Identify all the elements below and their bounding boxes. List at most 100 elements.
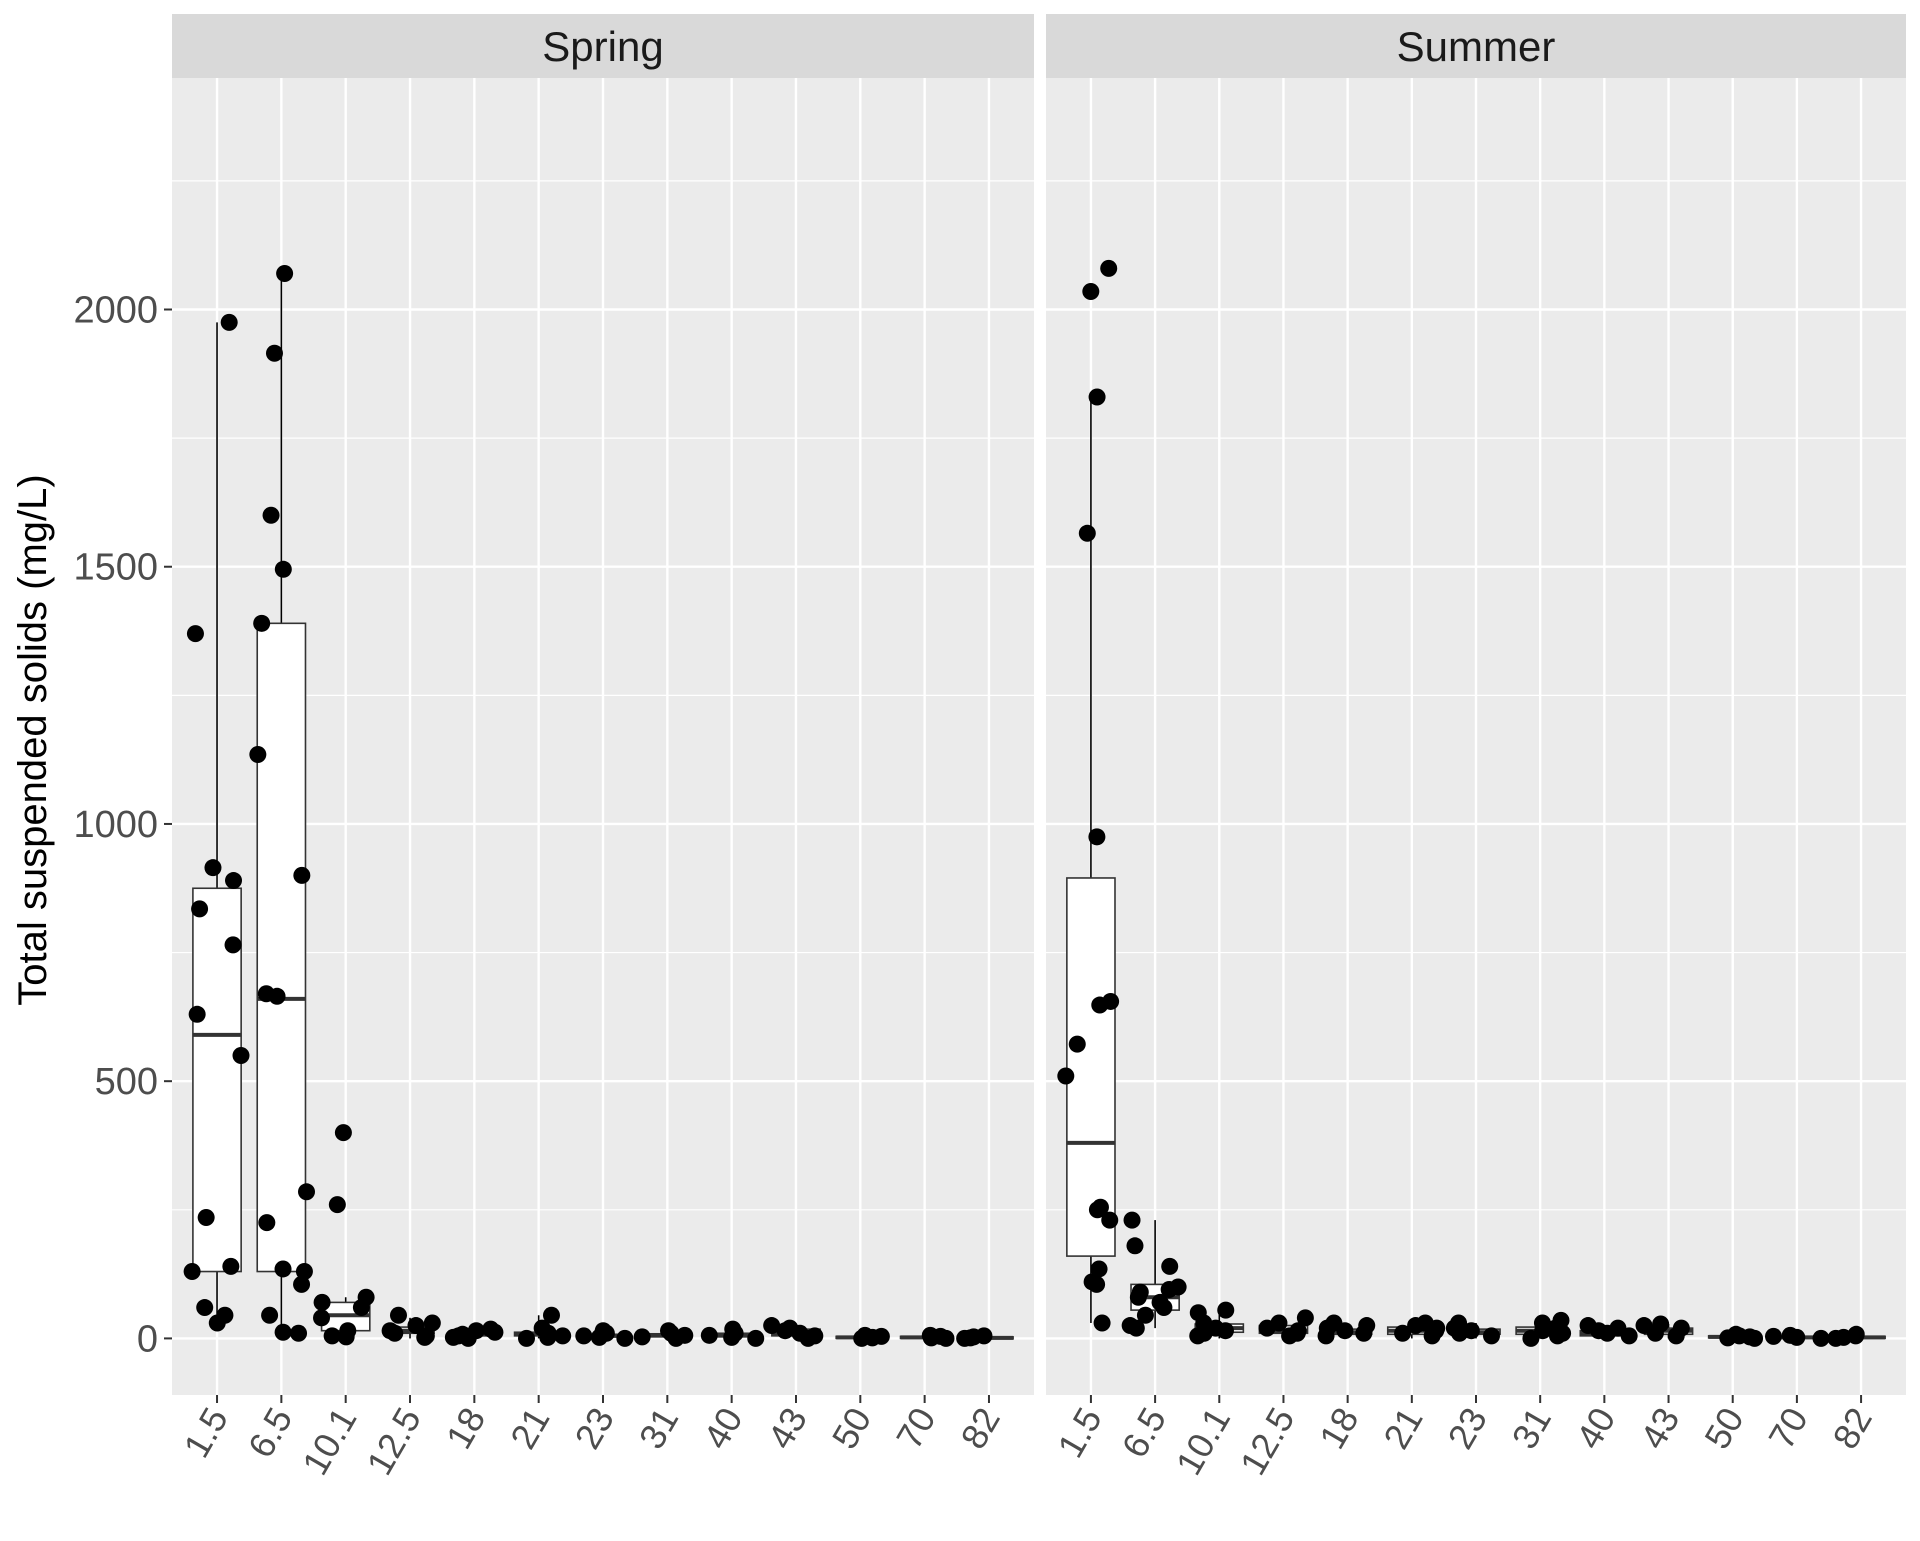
data-point: [232, 1046, 250, 1064]
data-point: [590, 1328, 608, 1346]
data-point: [1482, 1327, 1500, 1345]
data-point: [1093, 1314, 1111, 1332]
data-point: [1394, 1324, 1412, 1342]
data-point: [258, 1214, 276, 1232]
facet-strip-label: Spring: [542, 23, 663, 70]
facet-strip: [172, 14, 1034, 78]
data-point: [763, 1317, 781, 1335]
data-point: [313, 1293, 331, 1311]
data-point: [1764, 1327, 1782, 1345]
data-point: [1451, 1324, 1469, 1342]
data-point: [1667, 1327, 1685, 1345]
data-point: [1088, 828, 1106, 846]
data-point: [352, 1299, 370, 1317]
data-point: [1078, 524, 1096, 542]
data-point: [575, 1327, 593, 1345]
data-point: [328, 1196, 346, 1214]
data-point: [295, 1263, 313, 1281]
data-point: [1082, 282, 1100, 300]
data-point: [274, 1323, 292, 1341]
x-tick-label: 6.5: [1114, 1401, 1175, 1465]
data-point: [1160, 1281, 1178, 1299]
data-point: [1719, 1329, 1737, 1347]
data-point: [1123, 1211, 1141, 1229]
x-tick-label: 6.5: [240, 1401, 301, 1465]
data-point: [313, 1309, 331, 1327]
data-point: [956, 1329, 974, 1347]
data-point: [262, 506, 280, 524]
data-point: [1129, 1288, 1147, 1306]
data-point: [1090, 1260, 1108, 1278]
y-axis: 0 500 1000 1500 2000: [73, 290, 172, 1360]
data-point: [204, 859, 222, 877]
data-point: [554, 1327, 572, 1345]
data-point: [290, 1324, 308, 1342]
facet-panel-summer: Summer 1.5 6.510.112.5 18 21 23 31 40 43 50 70 82: [1046, 14, 1906, 1482]
y-axis-title: Total suspended solids (mg/L): [11, 474, 55, 1005]
data-point: [423, 1314, 441, 1332]
y-tick-label: 0: [137, 1318, 158, 1360]
data-point: [1355, 1324, 1373, 1342]
data-point: [186, 625, 204, 643]
data-point: [334, 1124, 352, 1142]
data-point: [1127, 1319, 1145, 1337]
data-point: [253, 614, 271, 632]
data-point: [616, 1329, 634, 1347]
data-point: [1336, 1322, 1354, 1340]
x-tick-label: 1.5: [1049, 1401, 1110, 1465]
x-tick-label: 82: [952, 1401, 1008, 1456]
data-point: [1155, 1299, 1173, 1317]
data-point: [268, 987, 286, 1005]
data-point: [1788, 1328, 1806, 1346]
x-tick-label: 70: [888, 1401, 944, 1456]
x-tick-label: 10.1: [1168, 1401, 1239, 1482]
data-point: [444, 1328, 462, 1346]
data-point: [1258, 1319, 1276, 1337]
data-point: [922, 1329, 940, 1347]
data-point: [1091, 996, 1109, 1014]
x-tick-label: 31: [1504, 1401, 1560, 1456]
data-point: [1746, 1329, 1764, 1347]
data-point: [196, 1299, 214, 1317]
data-point: [667, 1329, 685, 1347]
data-point: [293, 1275, 311, 1293]
x-tick-label: 70: [1760, 1401, 1816, 1456]
data-point: [1548, 1327, 1566, 1345]
data-point: [1217, 1301, 1235, 1319]
data-point: [323, 1327, 341, 1345]
data-point: [539, 1328, 557, 1346]
data-point: [1317, 1327, 1335, 1345]
data-point: [222, 1257, 240, 1275]
data-point: [276, 264, 294, 282]
data-point: [700, 1326, 718, 1344]
x-tick-label: 50: [1696, 1401, 1752, 1456]
data-point: [183, 1263, 201, 1281]
facet-panel-spring: Spring 1.5 6.510.112.5 18 21 23 31 40 43 50 70 82: [172, 14, 1034, 1482]
x-tick-label: 31: [631, 1401, 687, 1456]
x-tick-label: 43: [759, 1401, 815, 1456]
data-point: [776, 1322, 794, 1340]
data-point: [459, 1329, 477, 1347]
data-point: [265, 344, 283, 362]
data-point: [1088, 388, 1106, 406]
data-point: [1620, 1327, 1638, 1345]
box-6.5: [256, 273, 307, 1334]
x-tick-label: 40: [695, 1401, 751, 1456]
x-tick-label: 12.5: [358, 1401, 429, 1482]
data-point: [1126, 1237, 1144, 1255]
y-tick-label: 2000: [73, 290, 158, 332]
data-point: [1281, 1327, 1299, 1345]
data-point: [1646, 1324, 1664, 1342]
data-point: [274, 1260, 292, 1278]
data-point: [518, 1329, 536, 1347]
data-point: [224, 936, 242, 954]
x-tick-label: 18: [438, 1401, 494, 1456]
data-point: [853, 1329, 871, 1347]
y-tick-label: 500: [95, 1061, 158, 1103]
data-point: [486, 1323, 504, 1341]
x-tick-label: 82: [1824, 1401, 1880, 1456]
data-point: [389, 1306, 407, 1324]
box-body: [1066, 877, 1116, 1257]
data-point: [208, 1314, 226, 1332]
